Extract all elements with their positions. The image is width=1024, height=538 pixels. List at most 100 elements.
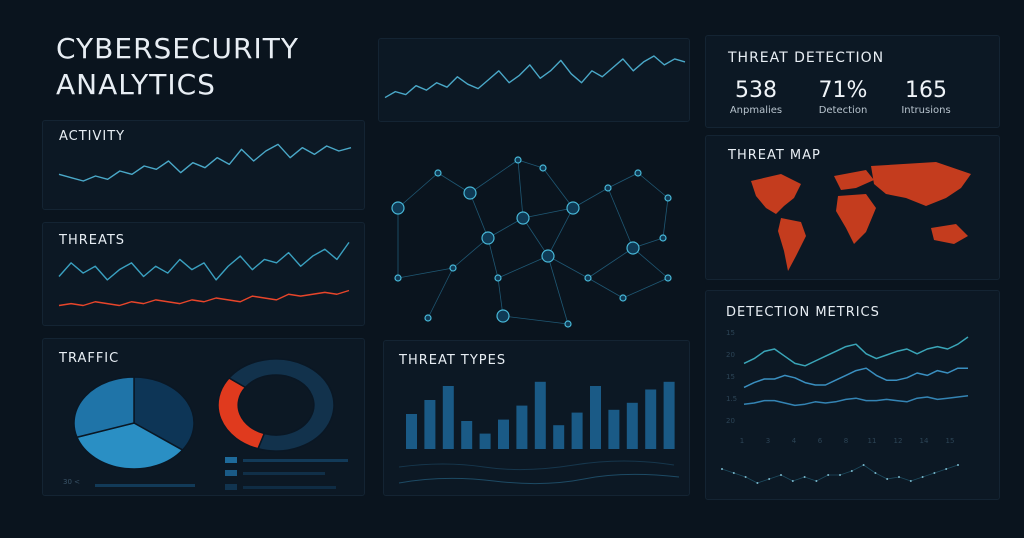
bottom-point bbox=[898, 476, 900, 478]
bottom-point bbox=[732, 472, 735, 474]
network-edge bbox=[622, 277, 669, 299]
network-edge bbox=[547, 255, 569, 325]
legend-swatch bbox=[225, 470, 237, 476]
threat-types-panel: THREAT TYPES bbox=[383, 340, 690, 496]
y-tick-label: 20 bbox=[726, 417, 735, 425]
detection-metrics-label: DETECTION METRICS bbox=[726, 305, 880, 320]
legend-bar bbox=[243, 472, 325, 475]
network-node bbox=[516, 211, 530, 225]
bottom-point bbox=[721, 468, 723, 470]
y-tick-label: 20 bbox=[726, 351, 735, 359]
x-tick-label: 4 bbox=[792, 437, 797, 445]
legend-bar bbox=[243, 486, 336, 489]
bottom-point bbox=[815, 480, 818, 482]
title-panel: CYBERSECURITY ANALYTICS bbox=[20, 20, 370, 116]
network-node bbox=[514, 156, 522, 164]
network-node bbox=[539, 164, 547, 172]
x-tick-label: 11 bbox=[868, 437, 877, 445]
x-tick-label: 14 bbox=[920, 437, 929, 445]
network-edge bbox=[542, 167, 574, 209]
threat-type-bar bbox=[645, 389, 657, 449]
bottom-point bbox=[780, 474, 782, 476]
threat-type-bar bbox=[553, 425, 565, 449]
top-sparkline-chart bbox=[384, 55, 686, 99]
page-title: CYBERSECURITY bbox=[56, 32, 299, 65]
network-node bbox=[584, 274, 592, 282]
traffic-charts bbox=[73, 358, 348, 490]
network-panel bbox=[378, 128, 690, 336]
network-edge bbox=[662, 197, 669, 239]
network-edge bbox=[522, 207, 574, 219]
threats-chart bbox=[58, 242, 350, 307]
y-tick-label: 15 bbox=[726, 329, 735, 337]
network-graph bbox=[391, 156, 672, 328]
network-node bbox=[541, 249, 555, 263]
detection-metrics-panel: DETECTION METRICS 15 20 15 1.5 20 1 3 4 6 8 11 12 14… bbox=[705, 290, 1000, 500]
metric-line bbox=[743, 395, 969, 407]
threat-type-bar bbox=[461, 421, 473, 449]
threat-type-bar bbox=[516, 405, 528, 449]
threat-type-bar bbox=[442, 386, 454, 449]
legend-swatch bbox=[225, 457, 237, 463]
pie-slice bbox=[73, 376, 135, 439]
bottom-point bbox=[839, 474, 841, 476]
network-edge bbox=[572, 187, 609, 209]
threat-types-chart bbox=[398, 381, 680, 485]
network-node bbox=[604, 184, 612, 192]
bottom-point bbox=[957, 464, 959, 466]
legend-bar bbox=[243, 459, 348, 462]
world-map bbox=[751, 162, 971, 271]
traffic-label: TRAFFIC bbox=[59, 351, 120, 366]
network-node bbox=[619, 294, 627, 302]
traffic-footer-text: 30 < bbox=[63, 478, 80, 486]
network-node bbox=[566, 201, 580, 215]
bottom-point bbox=[862, 464, 865, 466]
bottom-point bbox=[909, 480, 912, 482]
network-edge bbox=[397, 172, 439, 209]
bottom-point bbox=[756, 482, 759, 484]
threat-type-bar bbox=[608, 409, 620, 449]
x-tick-label: 15 bbox=[946, 437, 955, 445]
top-sparkline-panel bbox=[378, 38, 690, 122]
network-node bbox=[564, 320, 572, 328]
network-node bbox=[424, 314, 432, 322]
network-node bbox=[481, 231, 495, 245]
network-node bbox=[626, 241, 640, 255]
metric-line bbox=[743, 367, 968, 389]
bottom-point bbox=[827, 474, 830, 476]
network-edge bbox=[397, 267, 454, 279]
threat-detection-panel: THREAT DETECTION 538 Anpmalies 71% Detecti… bbox=[705, 35, 1000, 128]
bottom-point bbox=[803, 476, 806, 478]
threat-type-bar bbox=[479, 433, 491, 449]
network-edge bbox=[547, 207, 574, 257]
threat-type-bar bbox=[498, 419, 509, 449]
threats-panel: THREATS bbox=[42, 222, 365, 326]
donut-segment bbox=[227, 358, 335, 452]
threats-label: THREATS bbox=[59, 233, 126, 248]
detection-metrics-chart: 15 20 15 1.5 20 1 3 4 6 8 11 12 14 15 bbox=[721, 329, 969, 484]
bottom-point bbox=[850, 470, 853, 472]
threat-map-panel: THREAT MAP bbox=[705, 135, 1000, 280]
threat-map-label: THREAT MAP bbox=[728, 148, 821, 163]
legend-swatch bbox=[225, 484, 237, 490]
bottom-point bbox=[886, 478, 889, 480]
threats-red-line bbox=[58, 289, 350, 307]
bottom-point bbox=[744, 476, 747, 478]
page-title-line2: ANALYTICS bbox=[56, 68, 216, 101]
activity-line bbox=[58, 143, 352, 182]
bottom-point bbox=[945, 468, 948, 470]
network-edge bbox=[497, 255, 549, 279]
x-tick-label: 6 bbox=[818, 437, 823, 445]
bottom-point bbox=[921, 476, 924, 478]
bottom-point bbox=[874, 472, 877, 474]
x-tick-label: 1 bbox=[740, 437, 744, 445]
threats-blue-line bbox=[58, 242, 350, 281]
x-tick-label: 3 bbox=[766, 437, 770, 445]
x-tick-label: 12 bbox=[894, 437, 903, 445]
threat-types-label: THREAT TYPES bbox=[399, 353, 507, 368]
bottom-point bbox=[791, 480, 794, 482]
footer-bar bbox=[95, 484, 195, 487]
y-tick-label: 1.5 bbox=[726, 395, 737, 403]
threat-type-bar bbox=[663, 381, 675, 449]
network-node bbox=[664, 194, 672, 202]
